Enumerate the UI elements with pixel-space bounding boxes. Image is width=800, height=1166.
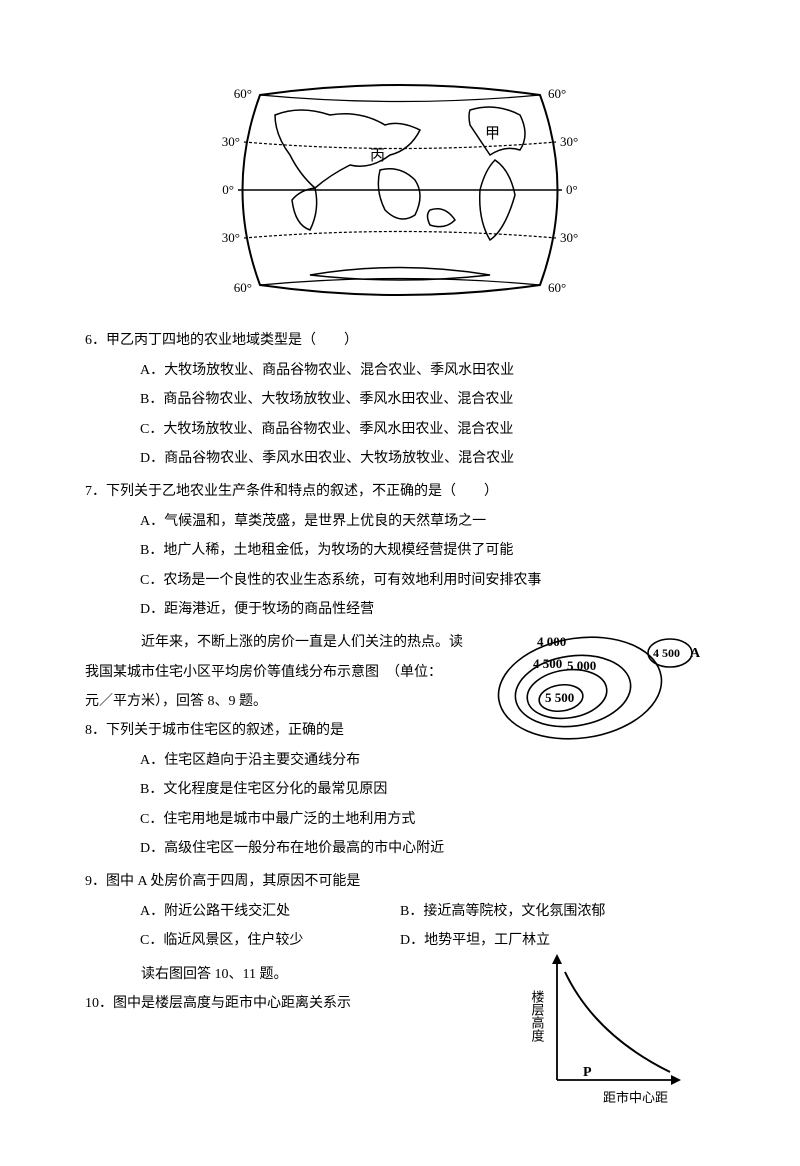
q8-option-b: B．文化程度是住宅区分化的最常见原因	[140, 775, 715, 804]
q8-option-d: D．高级住宅区一般分布在地价最高的市中心附近	[140, 834, 715, 863]
map-lat-label: 60°	[234, 86, 252, 101]
q9-option-a: A．附近公路干线交汇处	[140, 897, 400, 926]
intro-8-9-block: 4 000 4 500 5 000 5 500 4 500 A 近年来，不断上涨…	[85, 628, 715, 867]
line-chart-svg: P 楼层高度 距市中心距	[525, 950, 685, 1110]
q9-stem: 9．图中 A 处房价高于四周，其原因不可能是	[85, 867, 715, 896]
map-lat-label: 30°	[222, 134, 240, 149]
chart-ylabel: 楼层高度	[530, 990, 545, 1042]
q6-option-b: B．商品谷物农业、大牧场放牧业、季风水田农业、混合农业	[140, 385, 715, 414]
map-lat-label: 60°	[548, 280, 566, 295]
q6-option-a: A．大牧场放牧业、商品谷物农业、混合农业、季风水田农业	[140, 356, 715, 385]
map-lat-label: 0°	[566, 182, 578, 197]
contour-svg: 4 000 4 500 5 000 5 500 4 500 A	[495, 618, 705, 748]
q7-option-c: C．农场是一个良性的农业生态系统，可有效地利用时间安排农事	[140, 566, 715, 595]
map-lat-label: 60°	[234, 280, 252, 295]
contour-val: 4 500	[653, 646, 680, 660]
q9-option-c: C．临近风景区，住户较少	[140, 926, 400, 955]
map-lat-label: 60°	[548, 86, 566, 101]
contour-val: 4 500	[533, 656, 562, 671]
world-map-svg: 甲 丙 60° 30° 0° 30° 60° 60° 30° 0° 30° 60…	[220, 80, 580, 300]
contour-val: 5 500	[545, 690, 574, 705]
contour-figure: 4 000 4 500 5 000 5 500 4 500 A	[495, 618, 705, 759]
q8-option-c: C．住宅用地是城市中最广泛的土地利用方式	[140, 805, 715, 834]
map-lat-label: 30°	[560, 230, 578, 245]
question-9: 9．图中 A 处房价高于四周，其原因不可能是 A．附近公路干线交汇处 B．接近高…	[85, 867, 715, 955]
chart-marker-p: P	[583, 1065, 592, 1080]
map-lat-label: 30°	[560, 134, 578, 149]
map-marker-bing: 丙	[370, 148, 385, 164]
contour-label-a: A	[690, 646, 701, 661]
q7-option-b: B．地广人稀，土地租金低，为牧场的大规模经营提供了可能	[140, 536, 715, 565]
question-6: 6．甲乙丙丁四地的农业地域类型是（ ） A．大牧场放牧业、商品谷物农业、混合农业…	[85, 326, 715, 473]
chart-xlabel: 距市中心距	[603, 1090, 668, 1105]
q7-stem: 7．下列关于乙地农业生产条件和特点的叙述，不正确的是（ ）	[85, 477, 715, 506]
question-7: 7．下列关于乙地农业生产条件和特点的叙述，不正确的是（ ） A．气候温和，草类茂…	[85, 477, 715, 624]
map-lat-label: 0°	[222, 182, 234, 197]
q6-stem: 6．甲乙丙丁四地的农业地域类型是（ ）	[85, 326, 715, 355]
map-lat-label: 30°	[222, 230, 240, 245]
q7-option-a: A．气候温和，草类茂盛，是世界上优良的天然草场之一	[140, 507, 715, 536]
map-marker-jia: 甲	[485, 126, 500, 142]
q9-option-d: D．地势平坦，工厂林立	[400, 926, 660, 955]
line-chart: P 楼层高度 距市中心距	[525, 950, 685, 1121]
q9-option-b: B．接近高等院校，文化氛围浓郁	[400, 897, 660, 926]
contour-val: 4 000	[537, 634, 566, 649]
intro-10-11-block: P 楼层高度 距市中心距 读右图回答 10、11 题。 10．图中是楼层高度与距…	[85, 960, 715, 1126]
q6-option-c: C．大牧场放牧业、商品谷物农业、季风水田农业、混合农业	[140, 415, 715, 444]
contour-val: 5 000	[567, 658, 596, 673]
q6-option-d: D．商品谷物农业、季风水田农业、大牧场放牧业、混合农业	[140, 444, 715, 473]
world-map-figure: 甲 丙 60° 30° 0° 30° 60° 60° 30° 0° 30° 60…	[85, 80, 715, 311]
